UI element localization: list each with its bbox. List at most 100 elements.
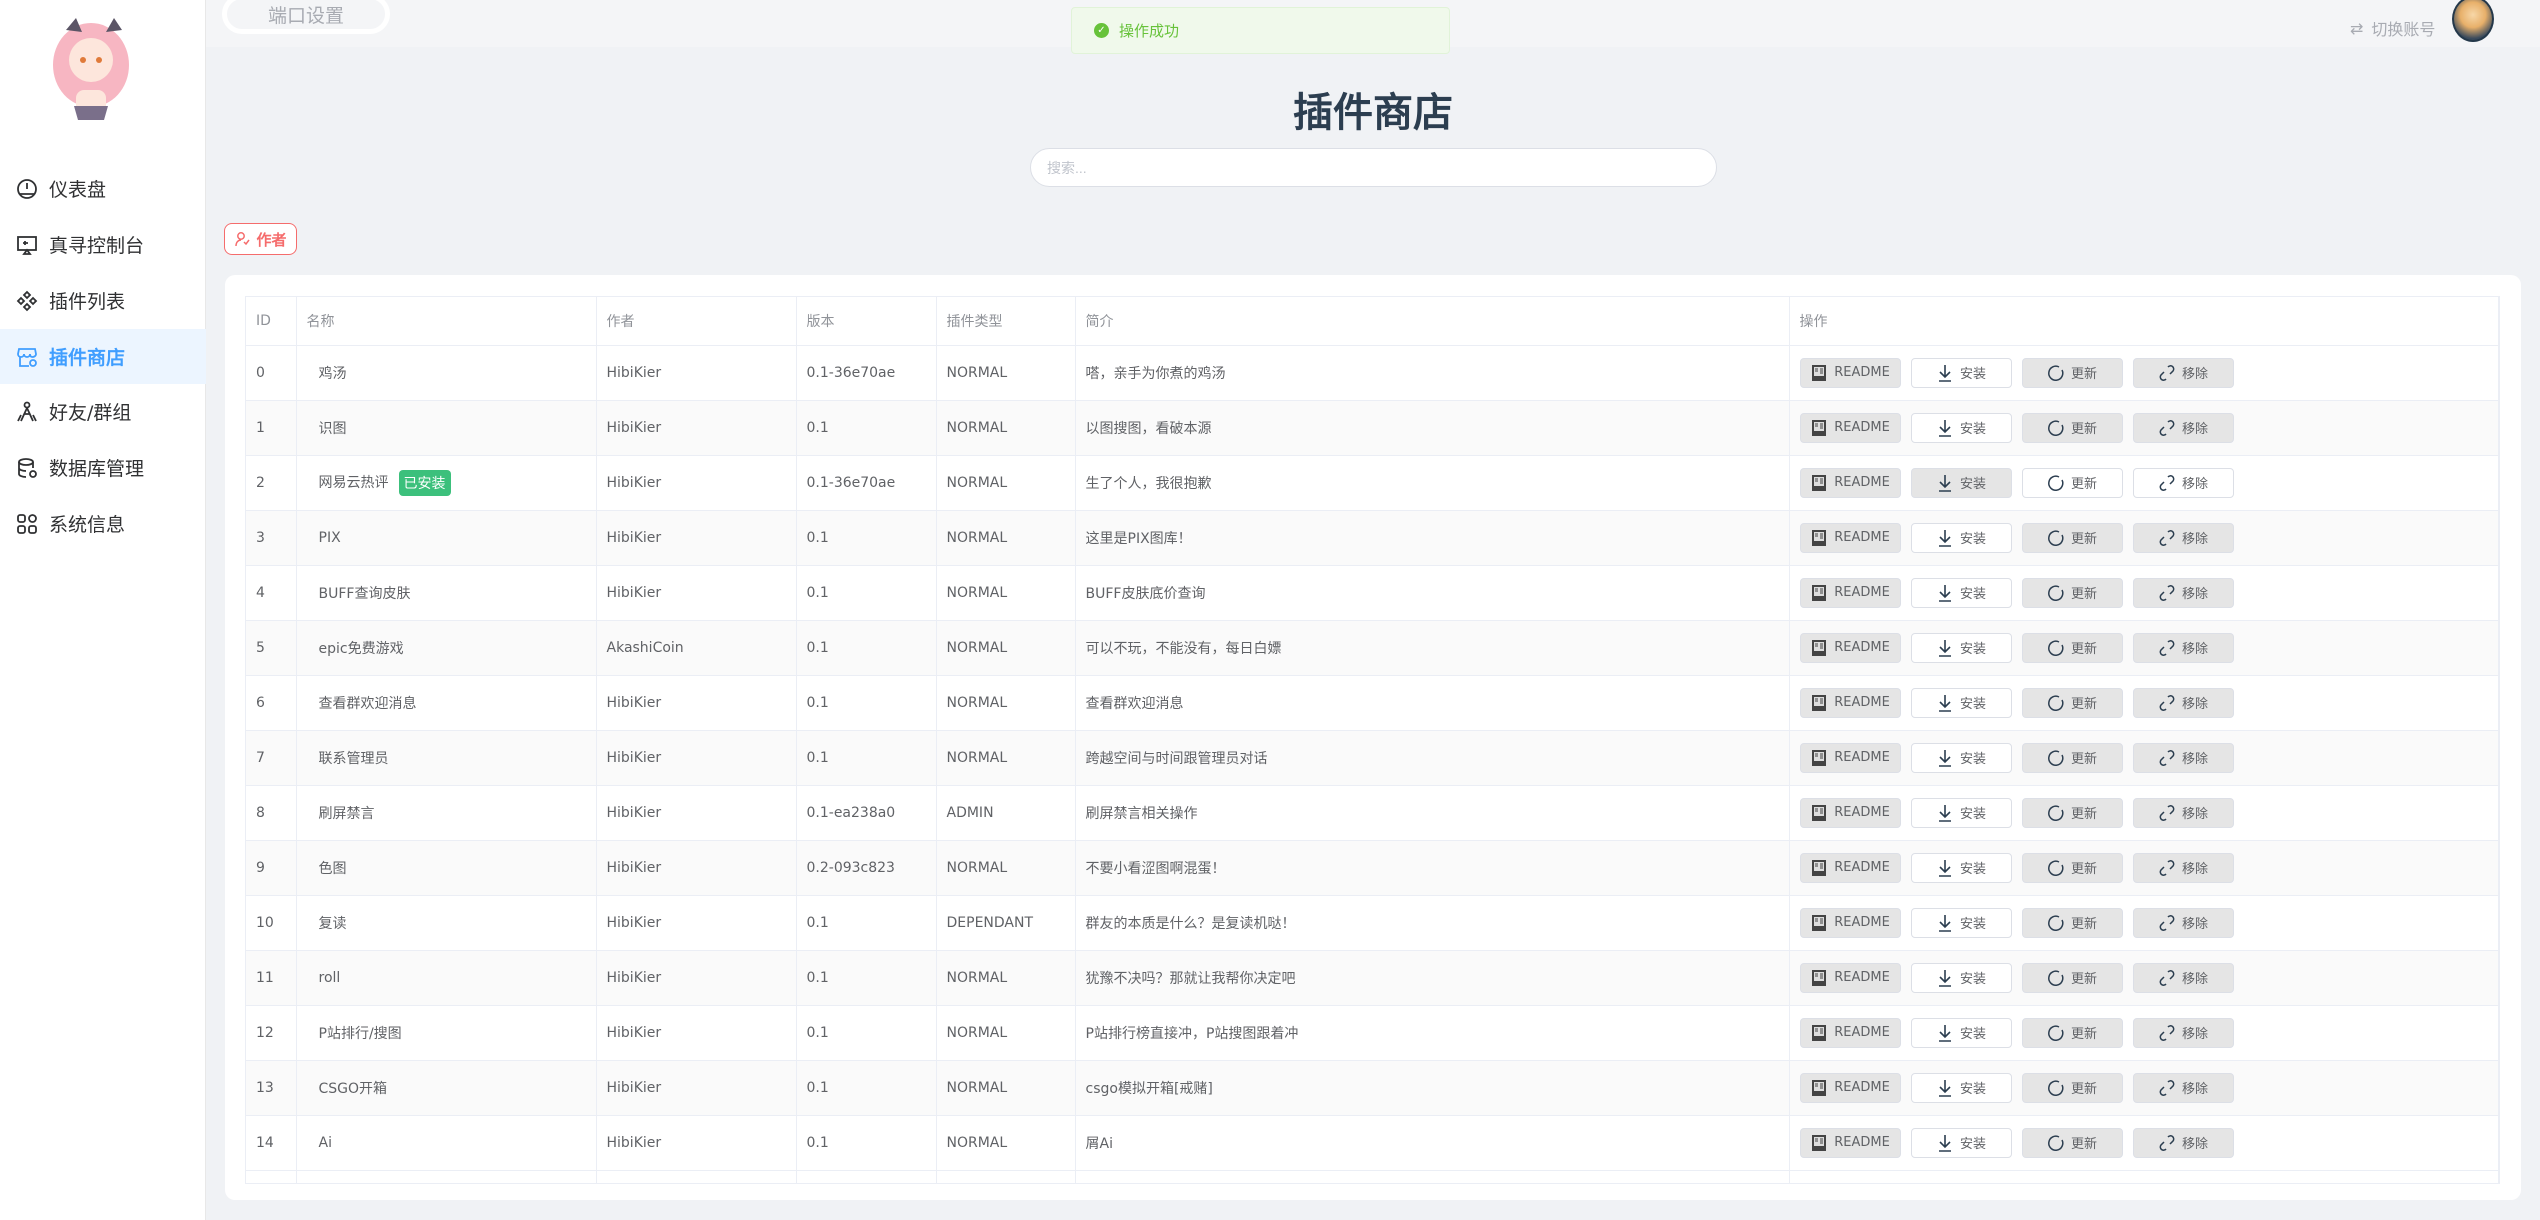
readme-button[interactable]: README <box>1799 852 1901 883</box>
installed-badge: 已安装 <box>398 469 451 496</box>
update-button[interactable]: 更新 <box>2021 687 2123 718</box>
install-button[interactable]: 安装 <box>1910 412 2012 443</box>
update-button[interactable]: 更新 <box>2021 1127 2123 1158</box>
update-button[interactable]: 更新 <box>2021 742 2123 773</box>
sidebar-item-dashboard[interactable]: 仪表盘 <box>0 161 206 216</box>
remove-button[interactable]: 移除 <box>2132 797 2234 828</box>
remove-button[interactable]: 移除 <box>2132 522 2234 553</box>
remove-label: 移除 <box>2181 972 2208 987</box>
readme-button[interactable]: README <box>1799 412 1901 443</box>
link-icon <box>2159 364 2175 381</box>
readme-button[interactable]: README <box>1799 467 1901 498</box>
cell-actions: README 安装 更新 移除 <box>1789 455 2499 511</box>
update-label: 更新 <box>2070 422 2097 437</box>
sidebar-item-console[interactable]: 真寻控制台 <box>0 217 206 272</box>
update-button[interactable]: 更新 <box>2021 632 2123 663</box>
sidebar-item-system[interactable]: 系统信息 <box>0 496 206 551</box>
install-button[interactable]: 安装 <box>1910 742 2012 773</box>
install-label: 安装 <box>1959 422 1986 437</box>
readme-button[interactable]: README <box>1799 962 1901 993</box>
readme-button[interactable]: README <box>1799 1072 1901 1103</box>
update-button[interactable]: 更新 <box>2021 1017 2123 1048</box>
update-button[interactable]: 更新 <box>2021 467 2123 498</box>
table-row: 1 识图 HibiKier 0.1 NORMAL 以图搜图，看破本源 READM… <box>246 400 2499 456</box>
readme-book-icon <box>1812 364 1827 381</box>
update-button[interactable]: 更新 <box>2021 357 2123 388</box>
cell-version: 0.1 <box>796 950 937 1006</box>
readme-button[interactable]: README <box>1799 522 1901 553</box>
remove-button[interactable]: 移除 <box>2132 962 2234 993</box>
remove-button[interactable]: 移除 <box>2132 357 2234 388</box>
install-button[interactable]: 安装 <box>1910 632 2012 663</box>
cell-type: NORMAL <box>936 1060 1076 1116</box>
update-button[interactable]: 更新 <box>2021 522 2123 553</box>
cell-type: NORMAL <box>936 510 1076 566</box>
update-button[interactable]: 更新 <box>2021 907 2123 938</box>
port-settings-button[interactable]: 端口设置 <box>222 0 390 34</box>
readme-button[interactable]: README <box>1799 577 1901 608</box>
update-label: 更新 <box>2070 1082 2097 1097</box>
readme-button[interactable]: README <box>1799 1017 1901 1048</box>
install-button[interactable]: 安装 <box>1910 1127 2012 1158</box>
update-button[interactable]: 更新 <box>2021 797 2123 828</box>
remove-button[interactable]: 移除 <box>2132 1072 2234 1103</box>
readme-button[interactable]: README <box>1799 797 1901 828</box>
cell-name: 复读 <box>296 895 597 951</box>
install-button[interactable]: 安装 <box>1910 357 2012 388</box>
install-button[interactable]: 安装 <box>1910 467 2012 498</box>
install-button[interactable]: 安装 <box>1910 687 2012 718</box>
table-row: 0 鸡汤 HibiKier 0.1-36e70ae NORMAL 嗒，亲手为你煮… <box>246 345 2499 401</box>
readme-book-icon <box>1812 639 1827 656</box>
update-button[interactable]: 更新 <box>2021 577 2123 608</box>
readme-button[interactable]: README <box>1799 907 1901 938</box>
install-button[interactable]: 安装 <box>1910 1072 2012 1103</box>
readme-button[interactable]: README <box>1799 742 1901 773</box>
update-button[interactable]: 更新 <box>2021 1072 2123 1103</box>
install-label: 安装 <box>1959 477 1986 492</box>
download-icon <box>1938 749 1951 767</box>
cell-version: 0.1-ea238a0 <box>796 785 937 841</box>
install-label: 安装 <box>1959 532 1986 547</box>
download-icon <box>1938 1079 1951 1097</box>
sidebar-item-database[interactable]: 数据库管理 <box>0 440 206 495</box>
user-avatar[interactable] <box>2452 0 2494 42</box>
switch-account-button[interactable]: ⇄ 切换账号 <box>2350 16 2435 40</box>
remove-label: 移除 <box>2181 752 2208 767</box>
install-button[interactable]: 安装 <box>1910 1017 2012 1048</box>
readme-label: README <box>1834 750 1890 765</box>
remove-button[interactable]: 移除 <box>2132 687 2234 718</box>
plugin-name: 复读 <box>318 915 347 932</box>
search-input[interactable] <box>1030 148 1717 187</box>
install-button[interactable]: 安装 <box>1910 797 2012 828</box>
cell-actions: README 安装 更新 移除 <box>1789 675 2499 731</box>
cell-actions: README 安装 更新 移除 <box>1789 1115 2499 1171</box>
cell-actions: README 安装 更新 移除 <box>1789 895 2499 951</box>
remove-button[interactable]: 移除 <box>2132 1127 2234 1158</box>
update-button[interactable]: 更新 <box>2021 412 2123 443</box>
update-button[interactable]: 更新 <box>2021 962 2123 993</box>
readme-button[interactable]: README <box>1799 687 1901 718</box>
readme-button[interactable]: README <box>1799 632 1901 663</box>
author-filter-button[interactable]: 作者 <box>224 223 297 255</box>
install-button[interactable]: 安装 <box>1910 577 2012 608</box>
remove-button[interactable]: 移除 <box>2132 577 2234 608</box>
update-button[interactable]: 更新 <box>2021 852 2123 883</box>
remove-button[interactable]: 移除 <box>2132 467 2234 498</box>
remove-button[interactable]: 移除 <box>2132 1017 2234 1048</box>
remove-button[interactable]: 移除 <box>2132 632 2234 663</box>
readme-book-icon <box>1812 419 1827 436</box>
install-button[interactable]: 安装 <box>1910 852 2012 883</box>
readme-button[interactable]: README <box>1799 1127 1901 1158</box>
remove-button[interactable]: 移除 <box>2132 412 2234 443</box>
remove-button[interactable]: 移除 <box>2132 742 2234 773</box>
readme-button[interactable]: README <box>1799 357 1901 388</box>
install-button[interactable]: 安装 <box>1910 962 2012 993</box>
sidebar-item-friends[interactable]: 好友/群组 <box>0 384 206 439</box>
remove-button[interactable]: 移除 <box>2132 907 2234 938</box>
sidebar-item-plugins[interactable]: 插件列表 <box>0 273 206 328</box>
install-button[interactable]: 安装 <box>1910 522 2012 553</box>
sidebar-item-store[interactable]: 插件商店 <box>0 329 206 384</box>
install-button[interactable]: 安装 <box>1910 907 2012 938</box>
refresh-icon <box>2048 1080 2064 1096</box>
remove-button[interactable]: 移除 <box>2132 852 2234 883</box>
